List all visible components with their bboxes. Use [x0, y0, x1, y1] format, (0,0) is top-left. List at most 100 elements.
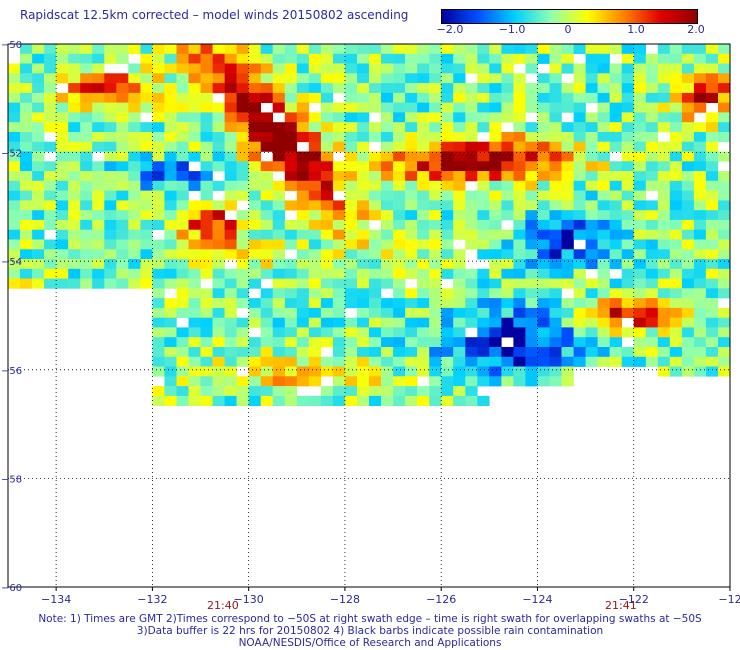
wind-cell: [681, 63, 695, 74]
wind-cell: [381, 395, 394, 406]
wind-cell: [549, 151, 562, 162]
wind-cell: [176, 239, 189, 250]
wind-cell: [465, 102, 478, 113]
wind-cell: [8, 132, 21, 143]
wind-cell: [188, 171, 201, 182]
wind-cell: [308, 200, 322, 211]
wind-cell: [248, 229, 261, 240]
wind-cell: [705, 141, 719, 152]
wind-cell: [537, 307, 550, 318]
wind-cell: [537, 141, 550, 152]
wind-cell: [164, 180, 177, 191]
wind-cell: [212, 83, 225, 94]
wind-cell: [669, 239, 683, 250]
wind-cell: [44, 210, 57, 221]
wind-cell: [525, 151, 538, 162]
wind-cell: [573, 268, 586, 279]
wind-cell: [296, 229, 310, 240]
wind-cell: [645, 132, 659, 143]
wind-cell: [453, 141, 466, 152]
wind-cell: [681, 219, 695, 230]
wind-cell: [344, 112, 358, 123]
wind-cell: [296, 259, 310, 270]
wind-cell: [465, 200, 478, 211]
map-title: Rapidscat 12.5km corrected – model winds…: [20, 8, 409, 22]
wind-cell: [718, 53, 731, 64]
wind-cell: [549, 356, 562, 367]
wind-cell: [212, 44, 225, 55]
wind-cell: [116, 112, 129, 123]
wind-cell: [320, 239, 334, 250]
wind-cell: [621, 327, 634, 338]
wind-cell: [8, 249, 21, 260]
wind-cell: [669, 53, 683, 64]
wind-cell: [705, 278, 719, 289]
wind-cell: [477, 268, 490, 279]
wind-cell: [152, 288, 165, 299]
wind-cell: [693, 307, 707, 318]
wind-cell: [296, 73, 310, 84]
wind-cell: [585, 229, 598, 240]
wind-cell: [332, 386, 346, 397]
wind-cell: [224, 347, 237, 358]
wind-cell: [657, 200, 671, 211]
wind-cell: [429, 366, 442, 377]
wind-cell: [200, 259, 213, 270]
wind-cell: [176, 366, 189, 377]
wind-cell: [441, 141, 454, 152]
lon-tick-label: −122: [619, 593, 649, 606]
wind-cell: [236, 44, 249, 55]
wind-cell: [441, 132, 454, 143]
wind-cell: [248, 356, 261, 367]
wind-cell: [718, 190, 731, 201]
wind-cell: [272, 327, 285, 338]
wind-cell: [417, 171, 430, 182]
wind-cell: [489, 151, 502, 162]
wind-cell: [549, 92, 562, 103]
wind-cell: [44, 219, 57, 230]
wind-cell: [405, 171, 418, 182]
wind-cell: [369, 44, 382, 55]
wind-cell: [453, 53, 466, 64]
wind-cell: [176, 161, 189, 172]
wind-cell: [176, 278, 189, 289]
wind-cell: [248, 180, 261, 191]
wind-cell: [260, 219, 273, 230]
wind-cell: [561, 63, 574, 74]
wind-cell: [92, 259, 105, 270]
wind-cell: [164, 259, 177, 270]
wind-cell: [128, 259, 141, 270]
wind-cell: [164, 376, 177, 387]
wind-cell: [609, 161, 622, 172]
wind-cell: [549, 141, 562, 152]
wind-cell: [8, 278, 21, 289]
wind-cell: [645, 219, 659, 230]
wind-cell: [152, 44, 165, 55]
wind-cell: [320, 171, 334, 182]
wind-cell: [164, 229, 177, 240]
wind-cell: [513, 356, 526, 367]
wind-cell: [20, 180, 33, 191]
wind-cell: [44, 259, 57, 270]
wind-cell: [140, 171, 153, 182]
wind-cell: [405, 288, 418, 299]
wind-cell: [104, 161, 117, 172]
wind-cell: [633, 63, 646, 74]
wind-cell: [525, 92, 538, 103]
longitude-labels: −134 −132 −130 −128 −126 −124 −122 −12: [41, 593, 740, 606]
wind-cell: [405, 151, 418, 162]
wind-cell: [212, 288, 225, 299]
wind-cell: [681, 366, 695, 377]
wind-cell: [657, 249, 671, 260]
wind-cell: [537, 112, 550, 123]
wind-cell: [669, 190, 683, 201]
wind-cell: [597, 337, 610, 348]
wind-cell: [525, 249, 538, 260]
wind-cell: [501, 132, 514, 143]
wind-cell: [200, 298, 213, 309]
wind-cell: [441, 288, 454, 299]
wind-cell: [152, 366, 165, 377]
wind-cell: [104, 180, 117, 191]
wind-cell: [621, 151, 634, 162]
wind-cell: [8, 219, 21, 230]
